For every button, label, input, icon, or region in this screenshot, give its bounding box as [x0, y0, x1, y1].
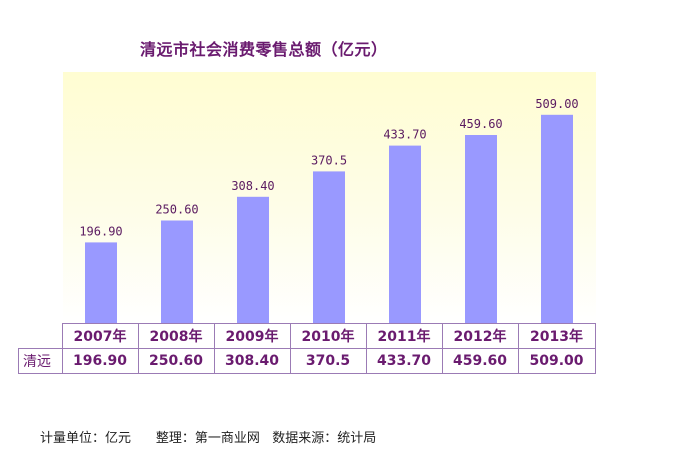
table-value-cell: 196.90 — [61, 348, 139, 374]
chart-title: 清远市社会消费零售总额（亿元） — [140, 40, 388, 59]
footer-source: 数据来源：统计局 — [272, 431, 377, 446]
table-header-cell: 2010年 — [289, 323, 367, 349]
table-value-cell: 370.5 — [289, 348, 367, 374]
table-value-cell: 250.60 — [137, 348, 215, 374]
table-value-cell: 308.40 — [213, 348, 291, 374]
table-header-cell: 2012年 — [441, 323, 519, 349]
plot-area — [63, 72, 596, 324]
table-header-cell: 2007年 — [61, 323, 139, 349]
footer-unit: 计量单位：亿元 — [40, 431, 132, 446]
footer-note: 计量单位：亿元 整理：第一商业网 数据来源：统计局 — [40, 427, 376, 446]
data-table: 2007年 2008年 2009年 2010年 2011年 2012年 2013… — [18, 323, 596, 374]
table-header-row: 2007年 2008年 2009年 2010年 2011年 2012年 2013… — [18, 323, 596, 349]
table-value-cell: 509.00 — [517, 348, 596, 374]
footer-compiled: 整理：第一商业网 — [155, 431, 260, 446]
table-header-cell: 2011年 — [365, 323, 443, 349]
table-header-cell: 2008年 — [137, 323, 215, 349]
table-row: 清远 196.90 250.60 308.40 370.5 433.70 459… — [18, 348, 596, 374]
table-header-cell: 2013年 — [517, 323, 596, 349]
table-header-cell: 2009年 — [213, 323, 291, 349]
table-row-label: 清远 — [18, 348, 63, 374]
table-value-cell: 433.70 — [365, 348, 443, 374]
table-corner-cell — [18, 323, 63, 349]
table-value-cell: 459.60 — [441, 348, 519, 374]
